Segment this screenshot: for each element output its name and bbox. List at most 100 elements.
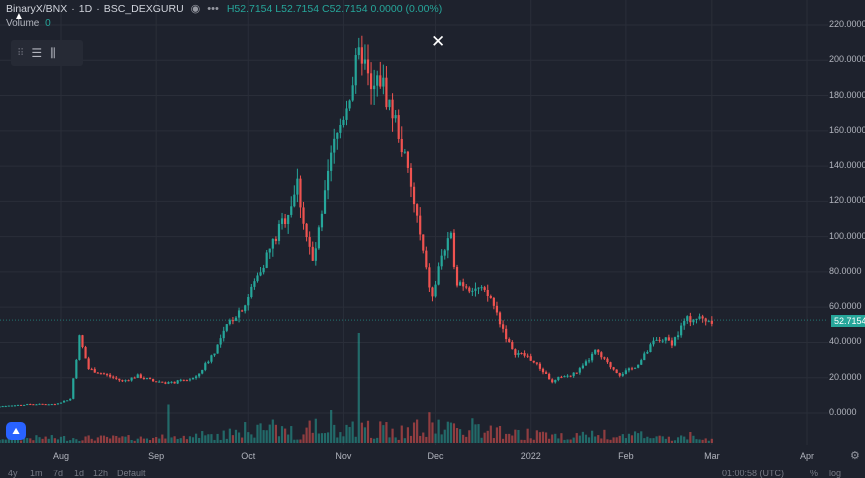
candle-body xyxy=(299,178,302,208)
volume-bar xyxy=(526,428,529,443)
volume-bar xyxy=(268,424,271,443)
candle-body xyxy=(32,404,35,406)
volume-bar xyxy=(646,436,649,443)
candle-body xyxy=(603,357,606,359)
volume-bar xyxy=(538,432,542,443)
candle-body xyxy=(554,379,557,383)
candle-body xyxy=(191,378,195,380)
volume-bar xyxy=(237,432,241,443)
candle-body xyxy=(314,248,317,261)
candle-body xyxy=(38,403,41,405)
candle-body xyxy=(109,374,112,377)
range-1m[interactable]: 1m xyxy=(30,470,43,478)
volume-bar xyxy=(587,437,591,443)
eye-icon[interactable]: ◉ xyxy=(190,3,201,15)
percent-toggle[interactable]: % xyxy=(810,470,819,478)
candle-body xyxy=(514,349,517,355)
volume-bar xyxy=(121,436,124,443)
candle-body xyxy=(228,320,231,325)
log-toggle[interactable]: log xyxy=(829,470,842,478)
date-tick-label: Feb xyxy=(618,451,634,461)
candle-body xyxy=(75,359,78,379)
range-4y[interactable]: 4y xyxy=(8,470,18,478)
volume-bar xyxy=(563,439,566,443)
candle-body xyxy=(443,250,446,256)
candle-body xyxy=(587,360,591,362)
volume-bar xyxy=(277,436,281,443)
volume-bar xyxy=(471,418,474,443)
candle-body xyxy=(591,353,594,361)
interval-label[interactable]: 1D xyxy=(78,2,93,15)
volume-bar xyxy=(520,439,523,443)
candle-body xyxy=(247,297,250,306)
more-icon[interactable]: ••• xyxy=(207,2,219,15)
volume-bar xyxy=(468,430,471,443)
volume-bar xyxy=(228,428,231,443)
candle-body xyxy=(615,369,618,374)
volume-value: 0 xyxy=(45,18,51,29)
price-tick-label: 20.0000 xyxy=(829,371,862,382)
volume-bar xyxy=(535,430,538,443)
volume-bar xyxy=(683,436,686,443)
volume-bar xyxy=(686,439,689,443)
candles xyxy=(0,35,713,408)
candle-body xyxy=(4,406,7,408)
volume-bar xyxy=(59,436,63,443)
candle-body xyxy=(511,341,514,350)
volume-bar xyxy=(99,435,103,443)
candle-body xyxy=(81,335,84,348)
volume-bar xyxy=(640,431,643,443)
volume-bar xyxy=(354,436,357,443)
candle-body xyxy=(360,47,363,64)
candle-body xyxy=(465,286,468,288)
candle-body xyxy=(676,335,680,338)
volume-bar xyxy=(477,424,480,443)
volume-bar xyxy=(422,432,425,443)
candle-body xyxy=(584,361,588,366)
candle-body xyxy=(686,316,689,321)
candle-body xyxy=(661,340,664,342)
volume-bar xyxy=(360,422,363,443)
candle-body xyxy=(529,356,532,361)
volume-bar xyxy=(529,438,532,443)
candle-body xyxy=(692,319,695,323)
candle-body xyxy=(296,178,299,195)
tradingview-logo-icon[interactable]: ⛰ xyxy=(6,422,26,440)
close-icon[interactable]: ✕ xyxy=(431,32,446,51)
range-1d[interactable]: 1d xyxy=(74,470,85,478)
candle-body xyxy=(259,272,262,276)
volume-bar xyxy=(649,438,652,443)
candle-body xyxy=(145,378,149,380)
candle-body xyxy=(219,338,222,345)
volume-bar xyxy=(630,435,634,443)
volume-bar xyxy=(603,429,606,443)
candle-body xyxy=(618,373,621,376)
settings-icon[interactable]: ⫼ xyxy=(50,45,56,60)
volume-bar xyxy=(446,421,449,443)
gear-icon[interactable]: ⚙ xyxy=(850,450,860,462)
volume-bar xyxy=(50,435,53,443)
candle-body xyxy=(59,402,63,404)
candle-body xyxy=(345,108,348,120)
volume-bar xyxy=(501,438,505,443)
volume-bar xyxy=(56,439,60,443)
volume-bar xyxy=(673,440,677,443)
grip-icon[interactable]: ⠿ xyxy=(17,47,24,59)
range-7d[interactable]: 7d xyxy=(53,470,64,478)
volume-bar xyxy=(655,436,658,443)
candle-body xyxy=(388,99,391,108)
candle-body xyxy=(284,218,287,225)
symbol-name[interactable]: BinaryX/BNX xyxy=(6,2,68,15)
indicators-icon[interactable]: ☰ xyxy=(31,46,43,60)
default-button[interactable]: Default xyxy=(117,470,146,478)
volume-bar xyxy=(661,436,664,443)
volume-bar xyxy=(544,432,548,443)
volume-bar xyxy=(194,433,198,443)
volume-bar xyxy=(271,419,274,443)
volume-bar xyxy=(483,432,486,443)
range-12h[interactable]: 12h xyxy=(93,470,109,478)
candle-body xyxy=(50,404,53,406)
candle-body xyxy=(16,404,20,406)
candle-body xyxy=(265,252,268,268)
